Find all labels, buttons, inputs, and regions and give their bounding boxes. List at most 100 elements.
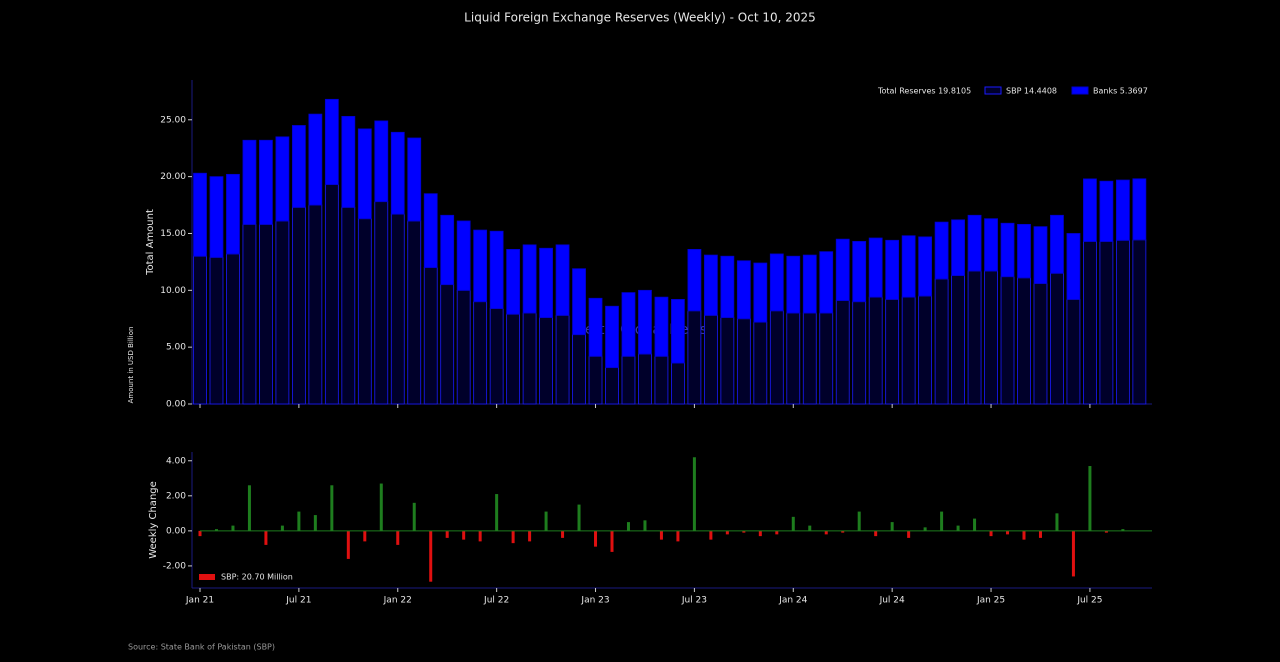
- bar-segment: [1066, 233, 1081, 300]
- bar-segment: [324, 98, 339, 185]
- y-tick-label: 4.00: [166, 456, 186, 466]
- bar-segment: [654, 355, 669, 405]
- bar-segment: [1115, 179, 1130, 241]
- bar-segment: [341, 206, 356, 405]
- bar-segment: [193, 255, 207, 405]
- bar-segment: [852, 301, 867, 405]
- bar-segment: [473, 229, 488, 303]
- bar-segment: [819, 251, 834, 314]
- bar: [577, 504, 581, 531]
- bar: [313, 515, 317, 531]
- bar: [330, 485, 334, 531]
- bar: [973, 518, 977, 531]
- bar-segment: [588, 297, 603, 357]
- bar-segment: [588, 355, 603, 405]
- bar-segment: [918, 295, 933, 405]
- bar: [676, 530, 680, 542]
- y-tick-label: 25.00: [160, 115, 186, 125]
- bar: [462, 530, 466, 540]
- bar-segment: [1099, 180, 1114, 242]
- bar: [626, 522, 630, 531]
- bar: [709, 530, 713, 540]
- bar: [742, 530, 746, 533]
- bar-segment: [736, 318, 751, 405]
- x-tick-label: Jul 21: [285, 596, 311, 606]
- bar-segment: [868, 237, 883, 298]
- bar: [841, 530, 845, 533]
- bar-segment: [934, 278, 949, 405]
- bar: [923, 527, 927, 531]
- x-tick-label: Jan 25: [976, 596, 1005, 606]
- bar-segment: [291, 206, 306, 405]
- bar: [890, 522, 894, 531]
- bar-segment: [720, 255, 735, 319]
- bar: [940, 511, 944, 531]
- bar-segment: [226, 253, 240, 405]
- legend-total: Total Reserves 19.8105: [877, 87, 971, 96]
- bar-segment: [308, 113, 323, 206]
- bar-segment: [671, 362, 685, 405]
- bar: [429, 530, 433, 582]
- bar-segment: [1033, 283, 1048, 405]
- bar: [247, 485, 251, 531]
- x-tick-label: Jan 23: [580, 596, 609, 606]
- bar-segment: [720, 317, 735, 405]
- bar: [544, 511, 548, 531]
- legend-label: Banks 5.3697: [1093, 87, 1148, 96]
- y-axis-subtitle: Amount in USD Billion: [127, 327, 135, 404]
- bar-segment: [489, 308, 504, 405]
- bar-segment: [555, 314, 570, 405]
- bar-segment: [357, 128, 372, 220]
- bar: [214, 529, 218, 531]
- bar-segment: [308, 204, 323, 405]
- bar-segment: [1099, 241, 1114, 405]
- bar: [379, 483, 383, 531]
- bar-segment: [967, 270, 982, 405]
- x-tick-label: Jul 24: [879, 596, 905, 606]
- y-axis-title: Total Amount: [145, 209, 156, 276]
- bar-segment: [275, 220, 290, 405]
- bar: [1071, 530, 1075, 577]
- legend-swatch: [1071, 86, 1089, 95]
- bar: [363, 530, 367, 542]
- bar-segment: [605, 305, 619, 369]
- bar-segment: [835, 300, 850, 405]
- bar: [956, 525, 960, 531]
- bar-segment: [621, 355, 636, 405]
- bar-segment: [489, 230, 504, 309]
- bar-segment: [786, 255, 801, 314]
- bar-segment: [951, 275, 965, 405]
- bar-segment: [638, 289, 652, 355]
- bar-segment: [1050, 272, 1064, 405]
- bar: [280, 525, 284, 531]
- y-tick-label: 0.00: [166, 400, 186, 410]
- y-tick-label: 5.00: [166, 343, 186, 353]
- bar: [528, 530, 532, 542]
- y-tick-label: -2.00: [163, 561, 187, 571]
- bar-segment: [324, 184, 339, 405]
- bar-segment: [291, 125, 306, 208]
- bar-segment: [802, 312, 817, 405]
- bar-segment: [786, 312, 801, 405]
- x-tick-label: Jul 22: [483, 596, 509, 606]
- bar: [1038, 530, 1042, 538]
- legend-swatch: [199, 574, 215, 580]
- x-tick-label: Jul 23: [681, 596, 707, 606]
- bar-segment: [259, 223, 273, 405]
- bar: [643, 520, 647, 531]
- bar-segment: [572, 268, 586, 336]
- bar-segment: [456, 289, 471, 405]
- y-tick-label: 15.00: [160, 229, 186, 239]
- bar-segment: [1115, 239, 1130, 405]
- bar-segment: [1083, 241, 1097, 405]
- bar-segment: [967, 214, 982, 272]
- bar-segment: [852, 241, 867, 303]
- bar-segment: [638, 353, 652, 405]
- bar-segment: [1017, 223, 1031, 279]
- bar: [495, 494, 499, 531]
- bar-segment: [753, 321, 768, 405]
- source: Source: State Bank of Pakistan (SBP): [128, 643, 275, 652]
- bar: [659, 530, 663, 540]
- bar-segment: [1050, 214, 1064, 274]
- bar-segment: [506, 313, 521, 405]
